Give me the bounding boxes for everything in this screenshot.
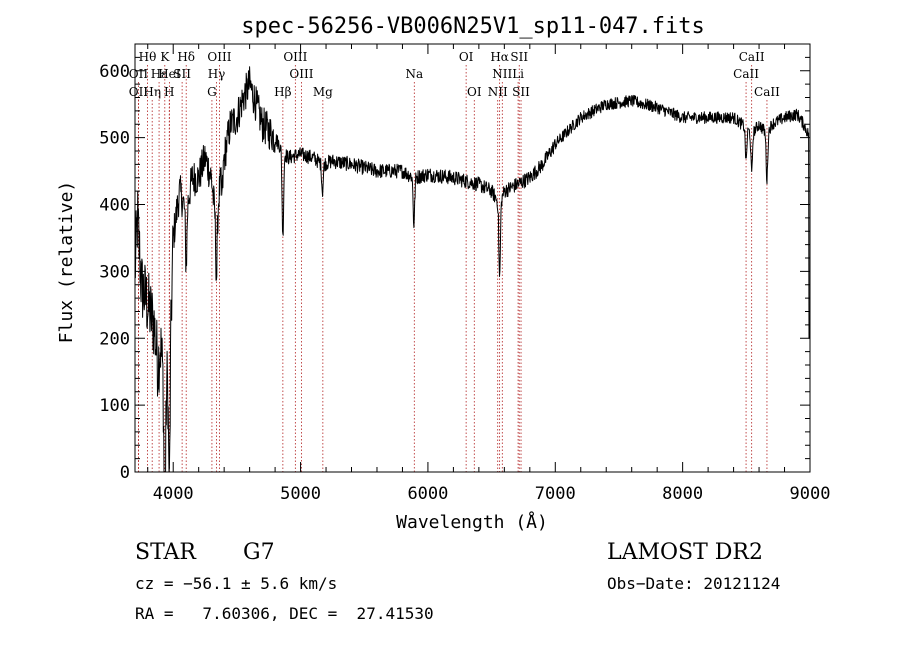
y-tick-label: 600 bbox=[99, 62, 130, 82]
spectral-line-label: SII bbox=[173, 67, 191, 81]
spectral-line-label: Mg bbox=[313, 85, 333, 99]
object-class: STAR bbox=[135, 540, 196, 565]
spectral-line-label: CaII bbox=[754, 85, 780, 99]
spectral-line-label: Li bbox=[512, 67, 524, 81]
spectral-line-label: OII bbox=[129, 85, 149, 99]
y-axis-label: Flux (relative) bbox=[56, 181, 77, 344]
y-tick-label: 500 bbox=[99, 129, 130, 149]
x-tick-label: 8000 bbox=[662, 484, 703, 504]
y-tick-label: 400 bbox=[99, 196, 130, 216]
axis-ticks: 4000 5000 6000 7000 8000 9000 0 100 200 300 400 500… bbox=[99, 43, 831, 504]
spectral-line-label: NII bbox=[492, 67, 512, 81]
spectral-line-label: NII bbox=[488, 85, 508, 99]
spectral-line-label: H bbox=[164, 85, 174, 99]
spectral-line-label: Hβ bbox=[274, 85, 291, 99]
spectral-line-label: SII bbox=[512, 85, 530, 99]
redshift-cz: cz = −56.1 ± 5.6 km/s bbox=[135, 574, 338, 593]
spectral-line-label: CaII bbox=[733, 67, 759, 81]
y-tick-label: 100 bbox=[99, 396, 130, 416]
spectral-line-label: OII bbox=[129, 67, 149, 81]
spectral-line-label: CaII bbox=[739, 50, 765, 64]
spectral-line-label: Hη bbox=[143, 85, 161, 99]
obs-date: Obs−Date: 20121124 bbox=[607, 574, 781, 593]
spectral-line-label: Hε bbox=[151, 67, 168, 81]
spectral-line-label: HeI bbox=[158, 67, 181, 81]
spectrum-line bbox=[134, 66, 810, 473]
spectral-line-label: Hθ bbox=[139, 50, 157, 64]
y-tick-label: 0 bbox=[120, 463, 130, 483]
spectral-line-label: Hγ bbox=[208, 67, 226, 81]
spectral-line-label: Hδ bbox=[177, 50, 195, 64]
spectral-line-label: OIII bbox=[207, 50, 231, 64]
spectral-line-label: K bbox=[160, 50, 170, 64]
spectral-line-label: OI bbox=[467, 85, 482, 99]
x-axis-label: Wavelength (Å) bbox=[396, 511, 548, 533]
subclass: G7 bbox=[243, 540, 275, 565]
spectral-line-label: OIII bbox=[283, 50, 307, 64]
spectral-line-label: OIII bbox=[289, 67, 313, 81]
x-tick-label: 4000 bbox=[153, 484, 194, 504]
y-tick-label: 200 bbox=[99, 329, 130, 349]
spectral-line-label: Na bbox=[405, 67, 423, 81]
x-tick-label: 9000 bbox=[790, 484, 831, 504]
x-tick-label: 5000 bbox=[280, 484, 321, 504]
ra-dec: RA = 7.60306, DEC = 27.41530 bbox=[135, 604, 434, 623]
x-tick-label: 6000 bbox=[407, 484, 448, 504]
y-tick-label: 300 bbox=[99, 262, 130, 282]
spectral-line-label: Hα bbox=[490, 50, 509, 64]
spectral-line-label: G bbox=[207, 85, 217, 99]
x-tick-label: 7000 bbox=[535, 484, 576, 504]
survey-name: LAMOST DR2 bbox=[607, 540, 763, 565]
plot-frame bbox=[134, 43, 811, 473]
chart-title: spec-56256-VB006N25V1_sp11-047.fits bbox=[241, 14, 705, 39]
spectral-line-label: OI bbox=[459, 50, 474, 64]
spectral-line-label: SII bbox=[510, 50, 528, 64]
